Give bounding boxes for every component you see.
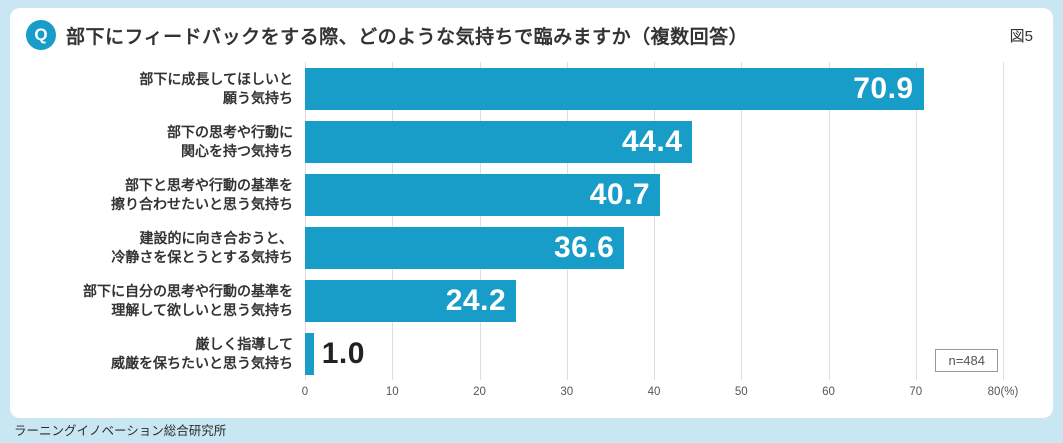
- bar-zone: 70.9: [305, 67, 1003, 110]
- bar-row: 部下に成長してほしいと 願う気持ち 70.9: [10, 62, 1053, 115]
- bar: 36.6: [305, 226, 625, 269]
- x-axis-tick: 70: [909, 386, 923, 398]
- chart-panel: Q 部下にフィードバックをする際、どのような気持ちで臨みますか（複数回答） 図5…: [10, 8, 1053, 418]
- category-label: 部下に成長してほしいと 願う気持ち: [139, 70, 293, 106]
- category-label: 部下の思考や行動に 関心を持つ気持ち: [167, 123, 293, 159]
- gridline: [741, 62, 743, 380]
- value-label: 24.2: [445, 283, 507, 317]
- gridline: [479, 62, 481, 380]
- gridline: [566, 62, 568, 380]
- gridline: [654, 62, 655, 380]
- bar: 40.7: [305, 173, 661, 216]
- value-label: 36.6: [553, 230, 615, 264]
- gridline: [828, 62, 830, 380]
- question-badge-icon: Q: [26, 20, 56, 50]
- bar-zone: 44.4: [305, 120, 1003, 163]
- category-label: 建設的に向き合おうと、 冷静さを保とうとする気持ち: [111, 229, 293, 265]
- value-label: 1.0: [321, 336, 365, 370]
- bar: 44.4: [305, 120, 693, 163]
- gridline: [392, 62, 394, 380]
- page-title: 部下にフィードバックをする際、どのような気持ちで臨みますか（複数回答）: [66, 26, 749, 48]
- bar-zone: 24.2: [305, 279, 1003, 322]
- category-label: 部下と思考や行動の基準を 擦り合わせたいと思う気持ち: [111, 176, 293, 212]
- x-axis-tick: 20: [473, 386, 486, 398]
- gridline: [305, 62, 306, 380]
- bar-row: 建設的に向き合おうと、 冷静さを保とうとする気持ち 36.6: [10, 221, 1053, 274]
- bar-row: 部下に自分の思考や行動の基準を 理解して欲しいと思う気持ち 24.2: [10, 274, 1053, 327]
- bar: [305, 332, 314, 375]
- source-attribution: ラーニングイノベーション総合研究所: [14, 424, 227, 438]
- x-axis-tick: 30: [560, 386, 574, 398]
- bar: 70.9: [305, 67, 924, 110]
- category-label: 厳しく指導して 威厳を保ちたいと思う気持ち: [111, 335, 293, 371]
- gridline: [915, 62, 917, 380]
- x-axis-tick: 60: [822, 386, 835, 398]
- value-label: 40.7: [589, 177, 651, 211]
- x-axis-tick: 80(%): [987, 386, 1019, 398]
- x-axis-tick: 10: [385, 386, 399, 398]
- bar-zone: 1.0: [305, 332, 1003, 375]
- sample-size-badge: n=484: [935, 349, 998, 372]
- bar-chart: 部下に成長してほしいと 願う気持ち 70.9 部下の思考や行動に 関心を持つ気持ち 4…: [10, 62, 1053, 406]
- x-axis: 0 10 20 30 40 50 60 70 80(%): [301, 380, 1019, 406]
- gridline: [1003, 62, 1004, 380]
- chart-header: Q 部下にフィードバックをする際、どのような気持ちで臨みますか（複数回答） 図5: [10, 8, 1053, 54]
- bar-zone: 40.7: [305, 173, 1003, 216]
- bar-row: 部下と思考や行動の基準を 擦り合わせたいと思う気持ち 40.7: [10, 168, 1053, 221]
- bar-row: 厳しく指導して 威厳を保ちたいと思う気持ち 1.0: [10, 327, 1053, 380]
- figure-label: 図5: [1009, 27, 1033, 45]
- category-label: 部下に自分の思考や行動の基準を 理解して欲しいと思う気持ち: [83, 282, 293, 318]
- x-axis-tick: 0: [301, 386, 309, 398]
- value-label: 44.4: [621, 124, 683, 158]
- value-label: 70.9: [853, 71, 914, 105]
- x-axis-tick: 40: [647, 386, 661, 398]
- bar-zone: 36.6: [305, 226, 1003, 269]
- bar-row: 部下の思考や行動に 関心を持つ気持ち 44.4: [10, 115, 1053, 168]
- x-axis-tick: 50: [734, 386, 748, 398]
- bar: 24.2: [305, 279, 517, 322]
- bar-rows: 部下に成長してほしいと 願う気持ち 70.9 部下の思考や行動に 関心を持つ気持ち 4…: [10, 62, 1053, 380]
- grid: [305, 62, 1004, 380]
